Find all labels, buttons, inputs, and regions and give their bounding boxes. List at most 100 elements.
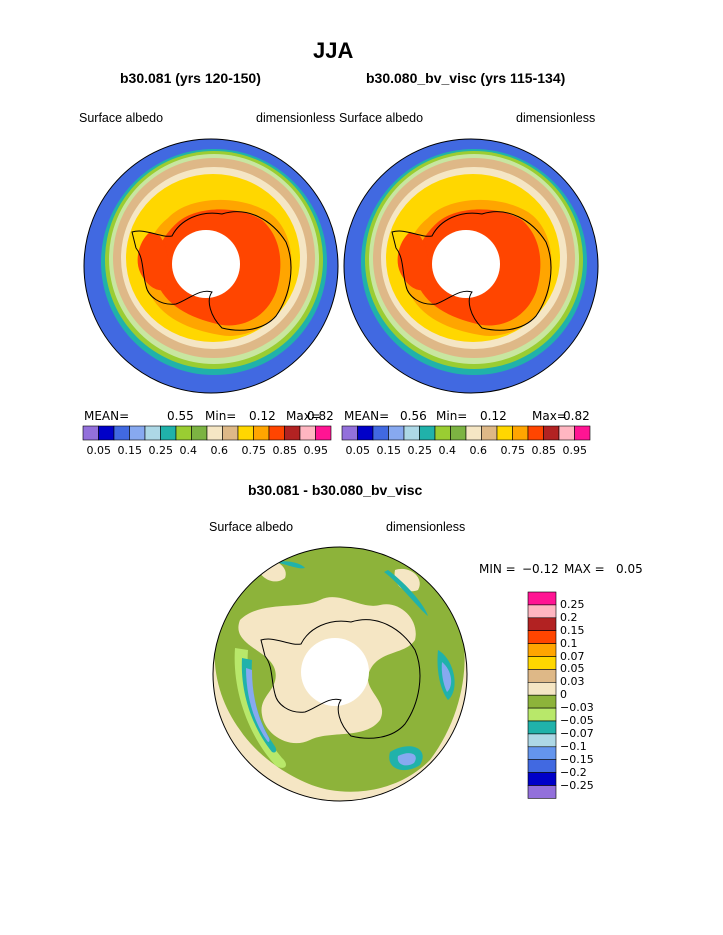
colorbar-swatch xyxy=(527,785,557,799)
colorbar-tick-label: −0.25 xyxy=(560,778,594,792)
colorbar-swatch xyxy=(388,425,405,441)
colorbar-swatch xyxy=(268,425,285,441)
colorbar-tick-label: −0.07 xyxy=(560,726,594,740)
colorbar-tick-label: 0.2 xyxy=(560,610,578,624)
colorbar-swatch xyxy=(481,425,498,441)
left-mean-label: MEAN= xyxy=(84,409,130,423)
colorbar-swatch xyxy=(450,425,467,441)
colorbar-swatch xyxy=(527,617,557,631)
right-variable-label: Surface albedo xyxy=(339,111,424,125)
colorbar-tick-label: 0.6 xyxy=(210,444,229,457)
left-colorbar xyxy=(82,425,332,441)
right-mean-value: 0.56 xyxy=(400,409,427,423)
colorbar-swatch xyxy=(527,720,557,735)
colorbar-swatch xyxy=(372,425,389,441)
colorbar-tick-label: 0.05 xyxy=(345,444,371,457)
colorbar-swatch xyxy=(113,425,130,441)
colorbar-tick-label: 0.85 xyxy=(272,444,298,457)
colorbar-swatch xyxy=(527,772,557,786)
diff-min-value: −0.12 xyxy=(522,562,559,576)
colorbar-tick-label: 0.75 xyxy=(500,444,526,457)
colorbar-swatch xyxy=(403,425,420,441)
right-max-value: 0.82 xyxy=(563,409,590,423)
figure-title: JJA xyxy=(313,38,354,63)
colorbar-swatch xyxy=(527,656,557,670)
colorbar-tick-label: 0.15 xyxy=(117,444,143,457)
diff-units-label: dimensionless xyxy=(386,520,466,534)
diff-max-value: 0.05 xyxy=(616,562,643,576)
colorbar-swatch xyxy=(206,425,223,441)
colorbar-tick-label: 0.07 xyxy=(560,649,585,663)
colorbar-tick-label: −0.05 xyxy=(560,714,594,727)
left-panel-title: b30.081 (yrs 120-150) xyxy=(120,70,261,86)
colorbar-swatch xyxy=(527,643,557,657)
colorbar-swatch xyxy=(527,759,557,773)
colorbar-swatch xyxy=(465,425,482,441)
colorbar-swatch xyxy=(357,425,374,441)
right-colorbar xyxy=(341,425,591,441)
right-panel-title: b30.080_bv_visc (yrs 115-134) xyxy=(366,70,566,86)
colorbar-tick-label: 0.75 xyxy=(241,444,267,457)
colorbar-swatch xyxy=(574,425,591,441)
colorbar-swatch xyxy=(512,425,529,441)
colorbar-tick-label: 0.03 xyxy=(560,675,585,689)
colorbar-tick-label: 0.05 xyxy=(86,444,112,457)
colorbar-swatch xyxy=(527,733,557,748)
colorbar-tick-label: −0.2 xyxy=(560,765,587,779)
colorbar-tick-label: −0.03 xyxy=(560,701,594,715)
colorbar-tick-label: −0.15 xyxy=(560,752,594,766)
colorbar-swatch xyxy=(253,425,270,441)
colorbar-tick-label: 0.25 xyxy=(560,597,585,611)
left-units-label: dimensionless xyxy=(256,111,336,125)
colorbar-tick-label: 0.4 xyxy=(438,444,457,457)
colorbar-swatch xyxy=(527,604,557,619)
colorbar-swatch xyxy=(98,425,115,441)
colorbar-tick-label: 0.6 xyxy=(469,444,488,457)
colorbar-tick-label: 0.1 xyxy=(560,636,578,650)
colorbar-swatch xyxy=(527,669,557,683)
colorbar-swatch xyxy=(527,591,557,606)
diff-title: b30.081 - b30.080_bv_visc xyxy=(248,482,423,498)
colorbar-swatch xyxy=(434,425,451,441)
colorbar-tick-label: 0.25 xyxy=(148,444,174,457)
colorbar-swatch xyxy=(82,425,99,441)
colorbar-tick-label: 0.15 xyxy=(560,623,585,637)
left-max-label: Max= xyxy=(286,409,321,423)
right-mean-label: MEAN= xyxy=(344,409,390,423)
colorbar-tick-label: 0.15 xyxy=(376,444,402,457)
right-min-value: 0.12 xyxy=(480,409,507,423)
diff-colorbar xyxy=(527,591,557,799)
colorbar-swatch xyxy=(144,425,161,441)
left-min-value: 0.12 xyxy=(249,409,276,423)
colorbar-swatch xyxy=(419,425,436,441)
colorbar-swatch xyxy=(527,694,557,709)
colorbar-tick-label: −0.1 xyxy=(560,739,587,753)
colorbar-swatch xyxy=(160,425,177,441)
colorbar-swatch xyxy=(237,425,254,441)
colorbar-swatch xyxy=(175,425,192,441)
colorbar-swatch xyxy=(527,425,544,441)
left-mean-value: 0.55 xyxy=(167,409,194,423)
colorbar-swatch xyxy=(222,425,239,441)
colorbar-swatch xyxy=(558,425,575,441)
colorbar-swatch xyxy=(527,746,557,761)
right-units-label: dimensionless xyxy=(516,111,596,125)
left-min-label: Min= xyxy=(205,409,237,423)
colorbar-tick-label: 0.05 xyxy=(560,662,585,676)
colorbar-tick-label: 0.85 xyxy=(531,444,557,457)
colorbar-swatch xyxy=(341,425,358,441)
diff-variable-label: Surface albedo xyxy=(209,520,294,534)
colorbar-swatch xyxy=(299,425,316,441)
left-max-value: 0.82 xyxy=(307,409,334,423)
colorbar-tick-label: 0.95 xyxy=(562,444,588,457)
right-min-label: Min= xyxy=(436,409,468,423)
right-max-label: Max= xyxy=(532,409,567,423)
diff-max-label: MAX = xyxy=(564,562,605,576)
colorbar-tick-label: 0.25 xyxy=(407,444,433,457)
colorbar-swatch xyxy=(496,425,513,441)
colorbar-tick-label: 0.4 xyxy=(179,444,198,457)
left-variable-label: Surface albedo xyxy=(79,111,164,125)
